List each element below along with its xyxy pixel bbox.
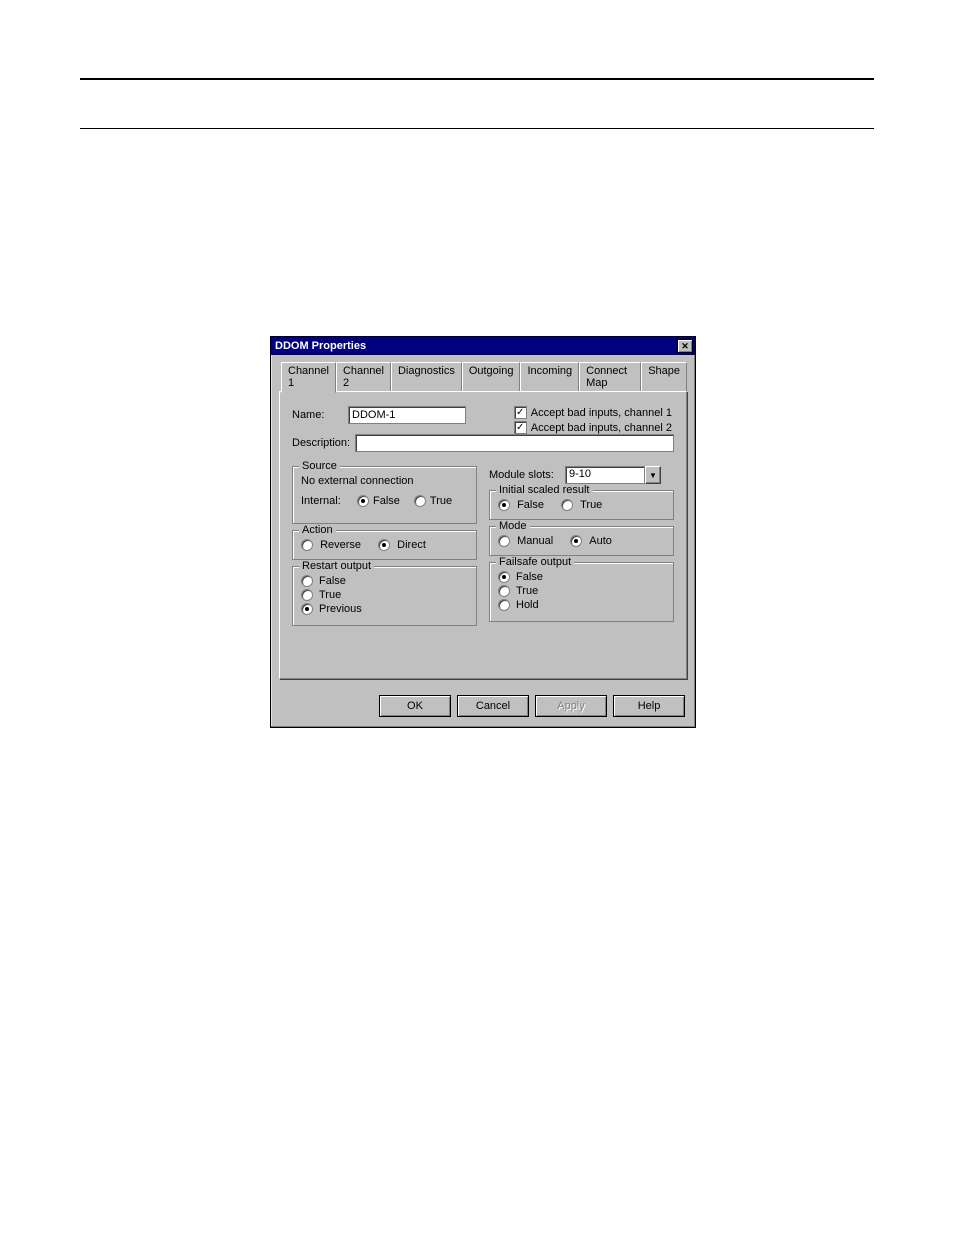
- dialog-title: DDOM Properties: [275, 340, 366, 352]
- accept-bad-inputs-group: ✓ Accept bad inputs, channel 1 ✓ Accept …: [514, 406, 672, 436]
- tab-label: Shape: [648, 365, 680, 377]
- radio-label: Previous: [319, 603, 362, 615]
- group-failsafe-output: Failsafe output False True Hold: [489, 562, 674, 622]
- rule-bottom: [80, 128, 874, 129]
- group-restart-output: Restart output False True Previous: [292, 566, 477, 626]
- checkbox-accept-bad-ch2[interactable]: ✓: [514, 421, 527, 434]
- tab-outgoing[interactable]: Outgoing: [462, 362, 521, 392]
- apply-button[interactable]: Apply: [535, 695, 607, 717]
- group-mode: Mode Manual Auto: [489, 526, 674, 556]
- titlebar: DDOM Properties ✕: [271, 337, 695, 355]
- tab-label: Channel 1: [288, 365, 329, 389]
- close-icon: ✕: [681, 341, 689, 352]
- radio-action-direct[interactable]: [378, 539, 390, 551]
- group-title: Restart output: [299, 560, 374, 572]
- cancel-button[interactable]: Cancel: [457, 695, 529, 717]
- tabstrip: Channel 1 Channel 2 Diagnostics Outgoing…: [279, 362, 687, 392]
- radio-label: True: [319, 589, 341, 601]
- group-title: Action: [299, 524, 336, 536]
- radio-label: Reverse: [320, 539, 361, 551]
- tab-channel-1[interactable]: Channel 1: [281, 362, 336, 393]
- module-slots-label: Module slots:: [489, 469, 565, 481]
- rule-top: [80, 78, 874, 80]
- radio-label: False: [319, 575, 346, 587]
- radio-label: False: [517, 499, 544, 511]
- radio-initial-true[interactable]: [561, 499, 573, 511]
- internal-label: Internal:: [301, 495, 357, 507]
- radio-label: Hold: [516, 599, 539, 611]
- radio-label: True: [430, 495, 452, 507]
- group-title: Source: [299, 460, 340, 472]
- radio-restart-previous[interactable]: [301, 603, 313, 615]
- chevron-down-icon[interactable]: ▼: [645, 466, 661, 484]
- tab-label: Outgoing: [469, 365, 514, 377]
- source-no-external-text: No external connection: [301, 475, 468, 487]
- name-input[interactable]: [348, 406, 466, 424]
- radio-label: Auto: [589, 535, 612, 547]
- ok-button[interactable]: OK: [379, 695, 451, 717]
- radio-label: False: [373, 495, 400, 507]
- tab-channel-2[interactable]: Channel 2: [336, 362, 391, 392]
- group-action: Action Reverse Direct: [292, 530, 477, 560]
- radio-failsafe-false[interactable]: [498, 571, 510, 583]
- checkbox-label: Accept bad inputs, channel 2: [531, 422, 672, 434]
- radio-mode-auto[interactable]: [570, 535, 582, 547]
- tab-shape[interactable]: Shape: [641, 362, 687, 392]
- checkbox-accept-bad-ch1[interactable]: ✓: [514, 406, 527, 419]
- name-label: Name:: [292, 409, 348, 421]
- radio-internal-false[interactable]: [357, 495, 369, 507]
- radio-restart-true[interactable]: [301, 589, 313, 601]
- radio-action-reverse[interactable]: [301, 539, 313, 551]
- radio-failsafe-hold[interactable]: [498, 599, 510, 611]
- radio-label: False: [516, 571, 543, 583]
- group-source: Source No external connection Internal: …: [292, 466, 477, 524]
- dialog-buttons: OK Cancel Apply Help: [271, 687, 695, 727]
- tab-label: Channel 2: [343, 365, 384, 389]
- tab-connect-map[interactable]: Connect Map: [579, 362, 641, 392]
- radio-label: Manual: [517, 535, 553, 547]
- radio-mode-manual[interactable]: [498, 535, 510, 547]
- tab-label: Incoming: [527, 365, 572, 377]
- radio-initial-false[interactable]: [498, 499, 510, 511]
- module-slots-dropdown[interactable]: 9-10 ▼: [565, 466, 661, 484]
- help-button[interactable]: Help: [613, 695, 685, 717]
- tab-label: Connect Map: [586, 365, 627, 389]
- tab-panel-channel-1: Name: ✓ Accept bad inputs, channel 1 ✓ A…: [279, 391, 687, 679]
- radio-internal-true[interactable]: [414, 495, 426, 507]
- radio-restart-false[interactable]: [301, 575, 313, 587]
- tab-diagnostics[interactable]: Diagnostics: [391, 362, 462, 392]
- tab-label: Diagnostics: [398, 365, 455, 377]
- checkbox-label: Accept bad inputs, channel 1: [531, 407, 672, 419]
- dropdown-value: 9-10: [565, 466, 645, 484]
- dialog-ddom-properties: DDOM Properties ✕ Channel 1 Channel 2 Di…: [270, 336, 696, 728]
- radio-label: True: [516, 585, 538, 597]
- group-initial-scaled-result: Initial scaled result False True: [489, 490, 674, 520]
- description-input[interactable]: [355, 434, 674, 452]
- group-title: Mode: [496, 520, 530, 532]
- close-button[interactable]: ✕: [677, 339, 693, 353]
- radio-label: True: [580, 499, 602, 511]
- group-title: Initial scaled result: [496, 484, 593, 496]
- tab-incoming[interactable]: Incoming: [520, 362, 579, 392]
- description-label: Description:: [292, 437, 355, 449]
- radio-label: Direct: [397, 539, 426, 551]
- group-title: Failsafe output: [496, 556, 574, 568]
- radio-failsafe-true[interactable]: [498, 585, 510, 597]
